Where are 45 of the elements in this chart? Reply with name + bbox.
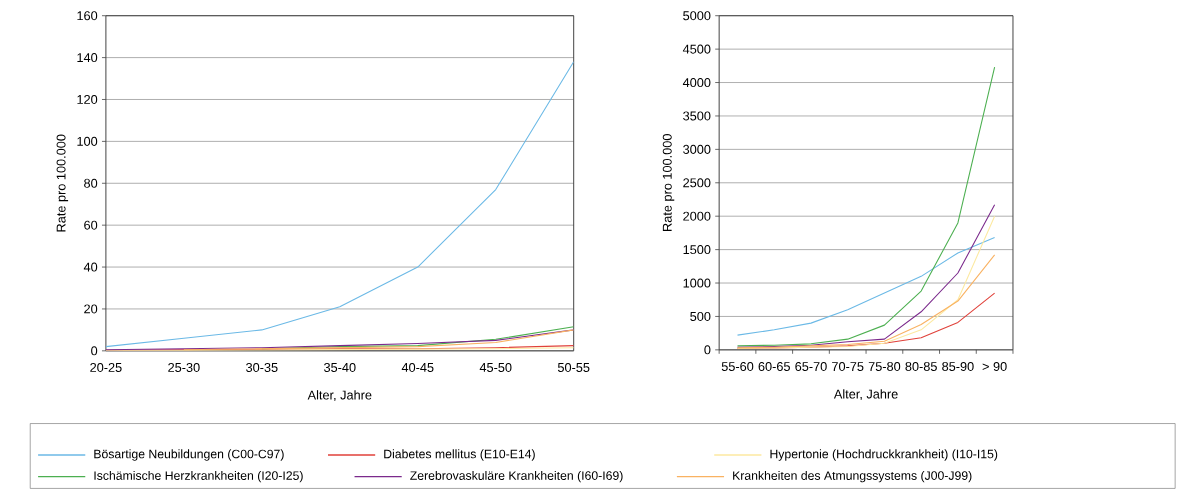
y-tick-label: 2000 [683, 211, 711, 221]
y-tick-label: 80 [84, 178, 98, 188]
x-tick-label: 20-25 [90, 362, 122, 372]
x-tick-label: 80-85 [905, 361, 937, 371]
x-tick-label: 50-55 [557, 362, 590, 372]
y-tick-label: 4500 [682, 44, 711, 54]
legend-label: Zerebrovaskuläre Krankheiten (I60-I69) [410, 470, 623, 483]
y-tick-label: 5000 [683, 11, 711, 21]
y-tick-label: 500 [690, 311, 711, 321]
y-tick-label: 60 [84, 220, 98, 230]
y-tick-label: 1500 [683, 244, 711, 254]
y-tick-label: 1000 [683, 278, 711, 288]
legend-label: Hypertonie (Hochdruckkrankheit) (I10-I15) [770, 449, 998, 461]
x-tick-label: 35-40 [324, 362, 356, 372]
x-tick-label: 30-35 [246, 362, 278, 372]
x-tick-label: 85-90 [942, 361, 974, 371]
y-tick-label: 4000 [682, 77, 711, 87]
y-tick-label: 40 [83, 262, 98, 272]
x-tick-label: 75-80 [868, 361, 901, 371]
legend-label: Diabetes mellitus (E10-E14) [384, 449, 535, 461]
y-tick-label: 3000 [683, 144, 711, 154]
legend-label: Krankheiten des Atmungssystems (J00-J99) [733, 470, 972, 483]
legend-label: Bösartige Neubildungen (C00-C97) [94, 449, 284, 461]
y-tick-label: 160 [77, 11, 98, 21]
x-tick-label: 45-50 [479, 362, 512, 372]
x-tick-label: 40-45 [401, 362, 434, 372]
y-tick-label: 3500 [683, 111, 711, 121]
x-tick-label: 65-70 [795, 361, 827, 371]
x-tick-label: 25-30 [168, 362, 200, 372]
y-axis-title: Rate pro 100.000 [56, 134, 69, 232]
x-axis-title: Alter, Jahre [307, 390, 372, 401]
y-tick-label: 0 [704, 345, 711, 355]
x-tick-label: 55-60 [721, 361, 754, 371]
x-tick-label: > 90 [982, 361, 1007, 371]
y-axis-title: Rate pro 100.000 [662, 133, 675, 231]
y-tick-label: 140 [77, 52, 98, 62]
x-tick-label: 70-75 [832, 361, 864, 371]
y-tick-label: 2500 [683, 178, 711, 188]
legend-label: Ischämische Herzkrankheiten (I20-I25) [94, 470, 303, 483]
y-tick-label: 20 [84, 304, 98, 314]
y-tick-label: 0 [91, 346, 98, 356]
x-axis-title: Alter, Jahre [833, 389, 898, 400]
y-tick-label: 120 [77, 94, 98, 104]
y-tick-label: 100 [77, 136, 98, 146]
x-tick-label: 60-65 [758, 361, 790, 371]
